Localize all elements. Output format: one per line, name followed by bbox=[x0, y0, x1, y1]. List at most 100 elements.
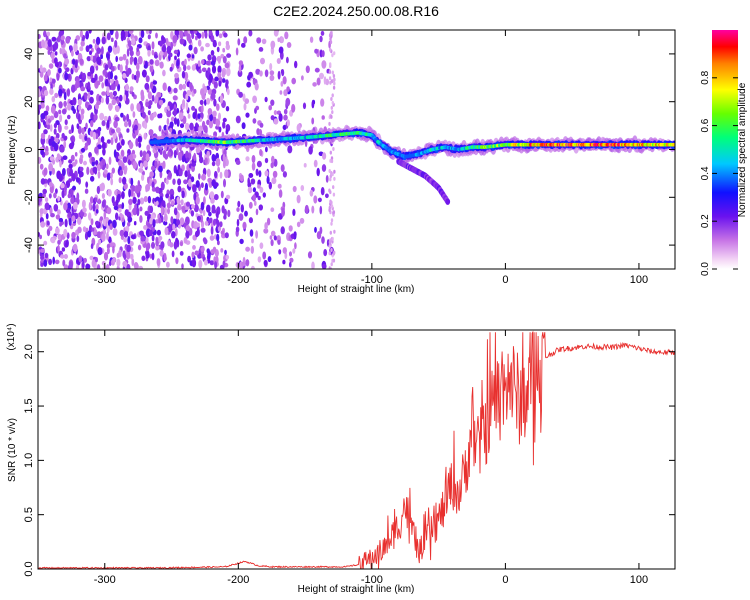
colorbar: 0.0 0.2 0.4 0.6 0.8 Normalized spectral ampl… bbox=[700, 30, 748, 276]
noise-speckle bbox=[118, 155, 123, 160]
x-tick-label: -300 bbox=[94, 274, 116, 286]
noise-speckle bbox=[111, 98, 117, 106]
noise-speckle bbox=[162, 160, 166, 170]
noise-speckle bbox=[330, 159, 334, 164]
noise-speckle bbox=[206, 204, 211, 213]
noise-speckle bbox=[286, 56, 289, 64]
noise-speckle bbox=[171, 200, 175, 206]
noise-speckle bbox=[144, 210, 149, 216]
noise-speckle bbox=[162, 69, 166, 77]
noise-speckle bbox=[66, 167, 70, 173]
noise-speckle bbox=[193, 152, 197, 162]
noise-speckle bbox=[179, 30, 184, 39]
noise-speckle bbox=[252, 95, 257, 104]
noise-speckle bbox=[97, 144, 102, 150]
noise-speckle bbox=[58, 124, 62, 133]
noise-speckle bbox=[44, 202, 50, 211]
noise-speckle bbox=[239, 174, 244, 182]
noise-speckle bbox=[106, 243, 110, 250]
noise-speckle bbox=[95, 160, 99, 166]
noise-speckle bbox=[330, 218, 334, 223]
x-tick-label: -200 bbox=[227, 274, 249, 286]
noise-speckle bbox=[264, 69, 269, 78]
noise-speckle bbox=[109, 30, 114, 36]
noise-speckle bbox=[191, 64, 196, 71]
noise-speckle bbox=[221, 205, 225, 214]
noise-speckle bbox=[169, 127, 173, 133]
noise-speckle bbox=[56, 137, 59, 143]
noise-speckle bbox=[332, 78, 335, 83]
noise-speckle bbox=[179, 123, 185, 129]
noise-speckle bbox=[158, 125, 162, 132]
noise-speckle bbox=[149, 59, 154, 65]
noise-speckle bbox=[110, 177, 114, 186]
branch-mark bbox=[445, 198, 451, 205]
noise-speckle bbox=[59, 114, 63, 123]
noise-speckle bbox=[219, 221, 223, 228]
noise-speckle bbox=[173, 49, 179, 55]
noise-speckle bbox=[116, 142, 121, 151]
noise-speckle bbox=[116, 98, 120, 105]
noise-speckle bbox=[325, 193, 329, 199]
noise-speckle bbox=[193, 88, 197, 94]
noise-speckle bbox=[201, 104, 204, 113]
noise-speckle bbox=[62, 259, 66, 267]
noise-speckle bbox=[107, 59, 112, 69]
noise-speckle bbox=[88, 201, 92, 211]
noise-speckle bbox=[80, 147, 86, 153]
noise-speckle bbox=[70, 197, 75, 204]
noise-speckle bbox=[224, 169, 229, 179]
noise-speckle bbox=[127, 40, 132, 48]
noise-speckle bbox=[55, 188, 58, 194]
noise-speckle bbox=[82, 226, 87, 233]
noise-speckle bbox=[323, 76, 327, 85]
noise-speckle bbox=[171, 250, 175, 258]
noise-speckle bbox=[292, 248, 296, 254]
noise-speckle bbox=[91, 47, 94, 53]
noise-speckle bbox=[113, 149, 117, 158]
noise-speckle bbox=[68, 163, 73, 169]
spectrogram-ylabel: Frequency (Hz) bbox=[7, 116, 18, 185]
noise-speckle bbox=[330, 204, 334, 209]
noise-speckle bbox=[206, 97, 211, 105]
noise-speckle bbox=[112, 46, 118, 55]
noise-speckle bbox=[139, 150, 143, 158]
noise-speckle bbox=[203, 259, 208, 266]
noise-speckle bbox=[60, 254, 65, 259]
noise-speckle bbox=[201, 67, 207, 73]
noise-speckle bbox=[128, 30, 134, 35]
noise-speckle bbox=[321, 164, 327, 172]
noise-speckle bbox=[223, 178, 226, 188]
y-tick-label: 2.0 bbox=[23, 344, 35, 359]
noise-speckle bbox=[178, 152, 183, 161]
noise-speckle bbox=[208, 120, 213, 129]
noise-speckle bbox=[136, 102, 141, 112]
noise-speckle bbox=[308, 146, 313, 155]
noise-speckle bbox=[173, 117, 178, 125]
noise-speckle bbox=[145, 184, 151, 192]
noise-speckle bbox=[47, 69, 51, 76]
noise-speckle bbox=[63, 100, 67, 107]
noise-speckle bbox=[128, 198, 133, 206]
noise-speckle bbox=[94, 146, 99, 154]
noise-speckle bbox=[136, 62, 140, 71]
noise-speckle bbox=[107, 45, 113, 53]
noise-speckle bbox=[156, 229, 161, 236]
noise-speckle bbox=[106, 119, 110, 129]
noise-speckle bbox=[225, 106, 230, 112]
noise-speckle bbox=[330, 105, 333, 110]
noise-speckle bbox=[122, 250, 126, 259]
noise-speckle bbox=[147, 34, 151, 40]
noise-speckle bbox=[270, 207, 275, 212]
noise-speckle bbox=[43, 89, 49, 97]
noise-speckle bbox=[112, 245, 115, 254]
noise-speckle bbox=[200, 182, 204, 189]
noise-speckle bbox=[39, 64, 43, 73]
noise-speckle bbox=[147, 195, 152, 204]
noise-speckle bbox=[257, 195, 261, 201]
noise-speckle bbox=[316, 77, 321, 86]
y-tick-label: -40 bbox=[23, 237, 35, 253]
noise-speckle bbox=[67, 193, 72, 199]
noise-speckle bbox=[220, 248, 224, 253]
noise-speckle bbox=[214, 182, 219, 188]
